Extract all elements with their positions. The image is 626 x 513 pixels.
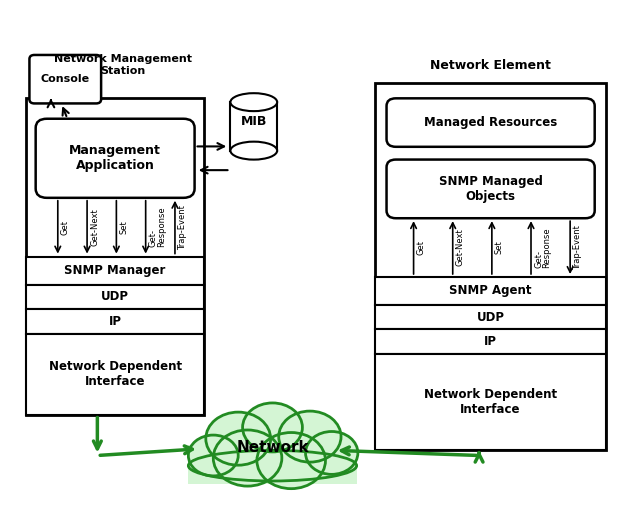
Text: Trap-Event: Trap-Event <box>573 225 582 270</box>
FancyBboxPatch shape <box>36 119 195 198</box>
Ellipse shape <box>230 142 277 160</box>
Text: Network Management
Station: Network Management Station <box>54 54 192 76</box>
Text: Set: Set <box>495 241 504 254</box>
Circle shape <box>188 435 239 476</box>
Bar <box>230 102 277 151</box>
Bar <box>376 305 606 329</box>
Bar <box>26 256 204 285</box>
Text: Network: Network <box>236 440 309 456</box>
Circle shape <box>206 412 270 465</box>
Bar <box>188 445 357 484</box>
Text: SNMP Managed
Objects: SNMP Managed Objects <box>439 175 543 203</box>
Text: Network Dependent
Interface: Network Dependent Interface <box>49 360 182 388</box>
FancyBboxPatch shape <box>386 160 595 218</box>
Text: Get: Get <box>61 220 70 234</box>
Bar <box>376 277 606 305</box>
Text: Get-
Response: Get- Response <box>149 207 166 247</box>
Text: UDP: UDP <box>101 290 129 303</box>
Bar <box>26 98 204 415</box>
Text: MIB: MIB <box>240 115 267 128</box>
Text: Network Dependent
Interface: Network Dependent Interface <box>424 388 557 416</box>
Circle shape <box>279 411 341 462</box>
Bar <box>26 309 204 333</box>
Text: UDP: UDP <box>476 311 505 324</box>
Text: SNMP Manager: SNMP Manager <box>64 264 166 277</box>
Circle shape <box>257 432 326 489</box>
Text: Managed Resources: Managed Resources <box>424 116 557 129</box>
Bar <box>26 285 204 309</box>
Ellipse shape <box>188 450 357 481</box>
FancyBboxPatch shape <box>29 55 101 104</box>
Circle shape <box>305 431 358 475</box>
Bar <box>376 83 606 450</box>
Ellipse shape <box>230 93 277 111</box>
Bar <box>376 354 606 450</box>
Text: Get-
Response: Get- Response <box>534 227 552 268</box>
Text: SNMP Agent: SNMP Agent <box>449 284 532 298</box>
Text: Management
Application: Management Application <box>69 144 161 172</box>
Text: Console: Console <box>41 74 90 84</box>
Bar <box>26 333 204 415</box>
Text: Get-Next: Get-Next <box>456 229 465 266</box>
Bar <box>376 329 606 354</box>
Circle shape <box>243 403 302 452</box>
FancyBboxPatch shape <box>386 98 595 147</box>
Text: IP: IP <box>109 315 121 328</box>
Text: Trap-Event: Trap-Event <box>178 205 187 250</box>
Text: Network Element: Network Element <box>430 58 551 72</box>
Text: Get: Get <box>417 240 426 255</box>
Circle shape <box>213 430 282 486</box>
Text: Get-Next: Get-Next <box>90 208 99 246</box>
Text: IP: IP <box>484 335 497 348</box>
Text: Set: Set <box>120 220 128 234</box>
